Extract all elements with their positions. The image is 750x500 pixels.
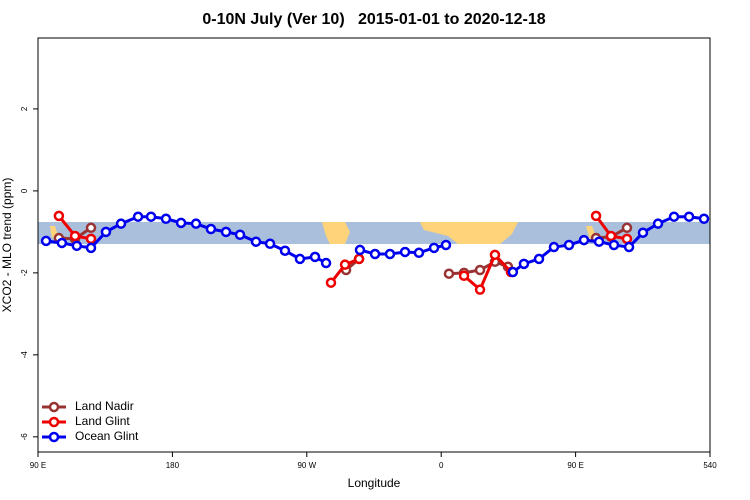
data-point: [533, 253, 545, 265]
data-point: [320, 257, 332, 269]
legend-label: Land Glint: [75, 414, 130, 428]
land-americas: [322, 222, 350, 244]
legend-label: Land Nadir: [75, 399, 134, 413]
data-point: [548, 241, 560, 253]
data-point: [220, 226, 232, 238]
data-point: [69, 230, 81, 242]
data-point: [190, 218, 202, 229]
data-point: [507, 266, 519, 278]
x-tick-label: 90 E: [567, 461, 583, 470]
data-point: [399, 246, 411, 258]
data-point: [145, 211, 157, 222]
data-point: [623, 241, 635, 253]
data-point: [71, 240, 83, 252]
data-point: [652, 218, 664, 229]
data-point: [683, 211, 695, 222]
data-point: [325, 277, 337, 288]
data-point: [458, 270, 470, 281]
x-tick-label: 90 E: [30, 461, 46, 470]
y-tick-label: 2: [20, 106, 29, 111]
data-point: [353, 253, 365, 265]
data-point: [578, 234, 590, 246]
data-point: [264, 238, 276, 250]
legend-label: Ocean Glint: [75, 429, 139, 443]
data-point: [637, 227, 649, 238]
x-axis-label: Longitude: [348, 476, 401, 490]
data-point: [605, 230, 617, 242]
data-point: [100, 226, 112, 238]
data-point: [85, 242, 97, 254]
data-point: [40, 235, 52, 247]
x-tick-label: 540: [703, 461, 717, 470]
data-point: [474, 264, 486, 276]
data-point: [279, 245, 291, 256]
data-point: [354, 244, 366, 256]
data-point: [384, 248, 396, 260]
data-point: [608, 239, 620, 251]
data-point: [443, 268, 455, 279]
data-point: [621, 222, 633, 234]
chart-title: 0-10N July (Ver 10) 2015-01-01 to 2020-1…: [202, 11, 545, 28]
data-point: [428, 242, 440, 254]
y-tick-label: 0: [20, 188, 29, 193]
data-point: [309, 251, 321, 263]
legend-marker: [48, 431, 60, 443]
y-tick-label: -6: [20, 433, 29, 441]
data-point: [175, 217, 187, 229]
plot-frame: [37, 37, 711, 453]
x-tick-label: 0: [439, 461, 444, 470]
data-point: [85, 222, 97, 234]
data-point: [668, 211, 680, 222]
y-tick-label: -2: [20, 269, 29, 277]
x-tick-label: 90 W: [297, 461, 316, 470]
data-point: [115, 218, 127, 229]
y-axis-label: XCO2 - MLO trend (ppm): [0, 178, 14, 313]
data-point: [474, 284, 486, 295]
data-point: [250, 236, 262, 247]
y-tick-label: -4: [20, 351, 29, 359]
data-point: [698, 213, 710, 225]
data-point: [489, 249, 501, 261]
land-africa: [420, 222, 518, 244]
data-point: [590, 210, 602, 222]
data-point: [132, 211, 144, 222]
data-point: [160, 213, 172, 225]
data-point: [234, 229, 246, 241]
data-point: [294, 253, 306, 265]
legend-marker: [48, 401, 60, 413]
data-point: [53, 210, 65, 222]
data-point: [85, 233, 97, 245]
data-point: [518, 258, 530, 270]
data-point: [563, 239, 575, 251]
data-point: [593, 236, 605, 247]
data-point: [56, 237, 68, 249]
legend-marker: [48, 416, 60, 428]
data-point: [440, 239, 452, 251]
data-point: [369, 248, 381, 260]
data-point: [205, 223, 217, 235]
x-tick-label: 180: [166, 461, 180, 470]
data-point: [413, 247, 425, 259]
data-point: [339, 259, 351, 270]
data-point: [621, 233, 633, 245]
